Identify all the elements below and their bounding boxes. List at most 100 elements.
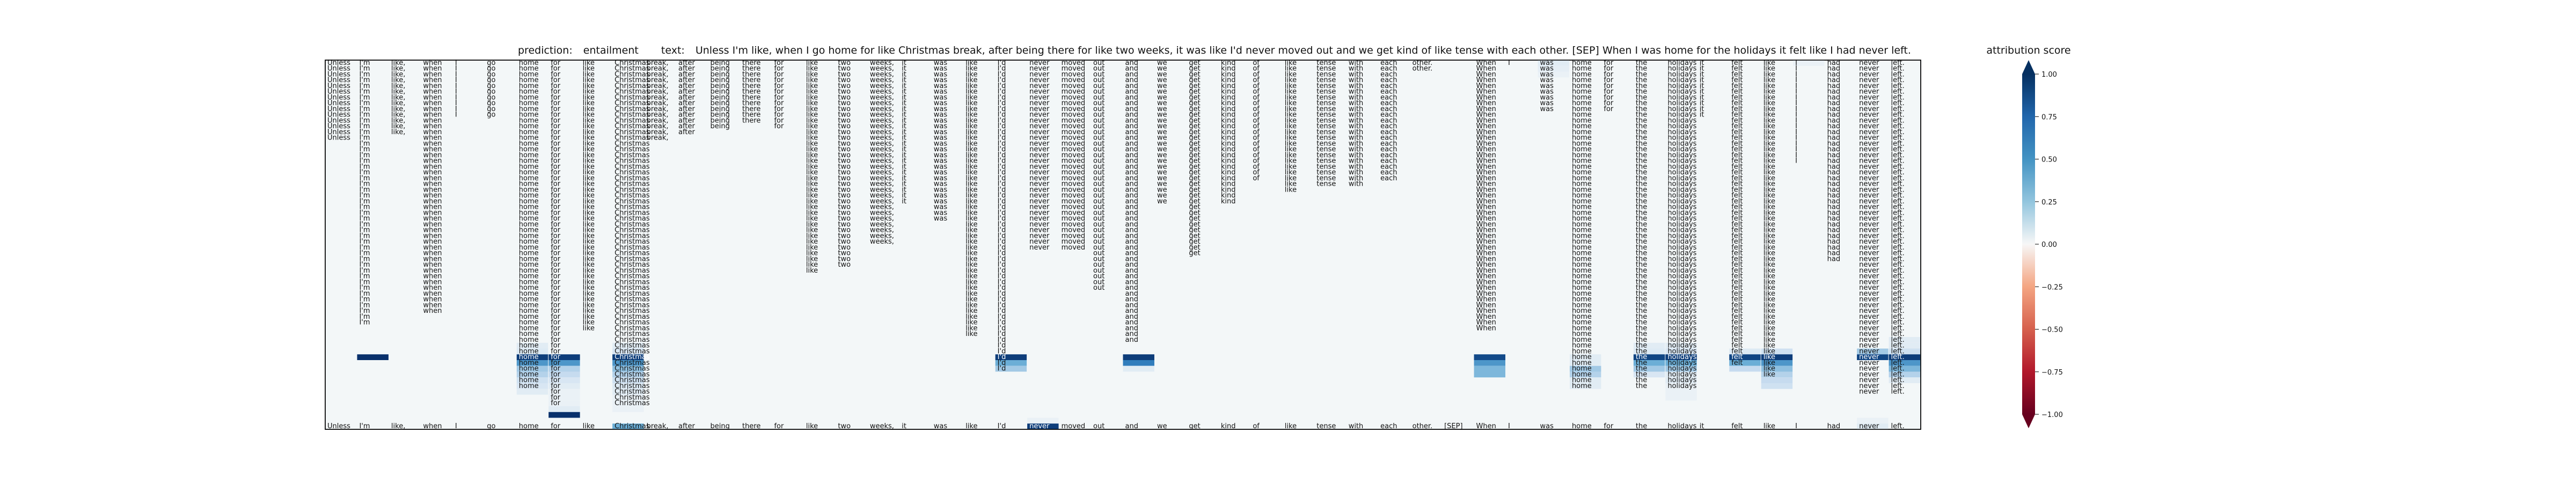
token-label: never [1859,157,1879,165]
token-label: out [1093,197,1104,206]
token-label: for [551,192,561,200]
token-label: out [1093,105,1104,113]
token-label: for [551,105,561,113]
token-label: it [1700,65,1704,73]
token-label: get [1189,122,1200,130]
token-label: we [1157,174,1167,182]
token-label: was [1540,59,1554,67]
token-label: two [838,157,851,165]
token-label: for [551,145,561,153]
token-label: Unless [327,134,350,142]
heatmap-cell [612,406,644,412]
heatmap-cell [1761,377,1793,383]
token-label: was [1540,99,1554,107]
token-label: we [1157,93,1167,101]
token-label: home [1572,111,1592,119]
colorbar-tick-label: 0.25 [2041,199,2057,207]
token-label: like [1285,105,1297,113]
token-label: like [965,122,977,130]
token-label: tense [1316,122,1336,130]
token-label: never [1859,99,1879,107]
token-label: I [1795,105,1797,113]
token-label: Christmas [614,180,650,188]
colorbar-tick-label: 0.00 [2041,241,2057,249]
heatmap-cell [1027,423,1059,429]
token-label: out [1093,145,1104,153]
token-label: like [965,76,977,84]
token-label: for [774,105,784,113]
token-label: holidays [1667,180,1696,188]
heatmap-cell [1633,360,1665,366]
token-label: When [1476,324,1496,332]
token-label: with [1349,169,1364,177]
token-label: like [965,88,977,96]
token-label: for [551,111,561,119]
token-label: never [1859,192,1879,200]
token-label: home [1572,157,1592,165]
heatmap-cell [612,377,644,383]
token-label: I'm [359,186,370,194]
heatmap-cell [612,371,644,378]
heatmap-cell [1857,423,1889,429]
token-label: I'd [998,169,1006,177]
token-label: I'm [359,99,370,107]
token-label: I'd [998,174,1006,182]
token-label: left. [1891,128,1905,136]
token-label: like [1285,76,1297,84]
token-label: never [1859,122,1879,130]
token-label: two [838,76,851,84]
token-label: moved [1062,209,1086,217]
token-label: like [806,140,818,148]
token-label: when [423,203,442,211]
token-label: was [934,88,948,96]
token-label: had [1827,169,1840,177]
token-label: of [1253,93,1260,101]
token-label: we [1157,169,1167,177]
token-label: for [551,70,561,78]
token-label: like [965,330,977,338]
token-label: home [519,140,539,148]
token-label: for [774,70,784,78]
token-label: like [1763,197,1775,206]
token-label: the [1636,169,1647,177]
heatmap-cell [1761,383,1793,389]
token-label: was [1540,65,1554,73]
token-label: left. [1891,151,1905,159]
heatmap-cell [548,389,580,395]
token-label: I'd [998,111,1006,119]
token-label: home [1572,105,1592,113]
token-label: out [1093,209,1104,217]
token-label: of [1253,111,1260,119]
token-label: for [774,59,784,67]
token-label: two [838,88,851,96]
token-label: was [1540,76,1554,84]
token-label: Unless [327,59,350,67]
token-label: had [1827,180,1840,188]
heatmap-cell [548,371,580,378]
token-label: had [1827,99,1840,107]
token-label: holidays [1667,105,1696,113]
heatmap-cell [1857,354,1889,360]
token-label: it [1700,70,1704,78]
token-label: I'm [359,145,370,153]
token-label: for [774,76,784,84]
token-label: I [1795,70,1797,78]
token-label: When [1476,209,1496,217]
token-label: never [1859,116,1879,125]
token-label: holidays [1667,88,1696,96]
token-label: I [1795,134,1797,142]
token-label: weeks, [870,122,894,130]
token-label: when [423,99,442,107]
token-label: two [838,180,851,188]
token-label: two [838,134,851,142]
token-label: felt [1731,203,1743,211]
token-label: felt [1731,128,1743,136]
token-label: I'm [359,116,370,125]
token-label: moved [1062,65,1086,73]
token-label: for [551,197,561,206]
token-label: home [1572,174,1592,182]
token-label: weeks, [870,203,894,211]
token-label: Christmas [614,157,650,165]
token-label: tense [1316,180,1336,188]
token-label: like [583,203,595,211]
